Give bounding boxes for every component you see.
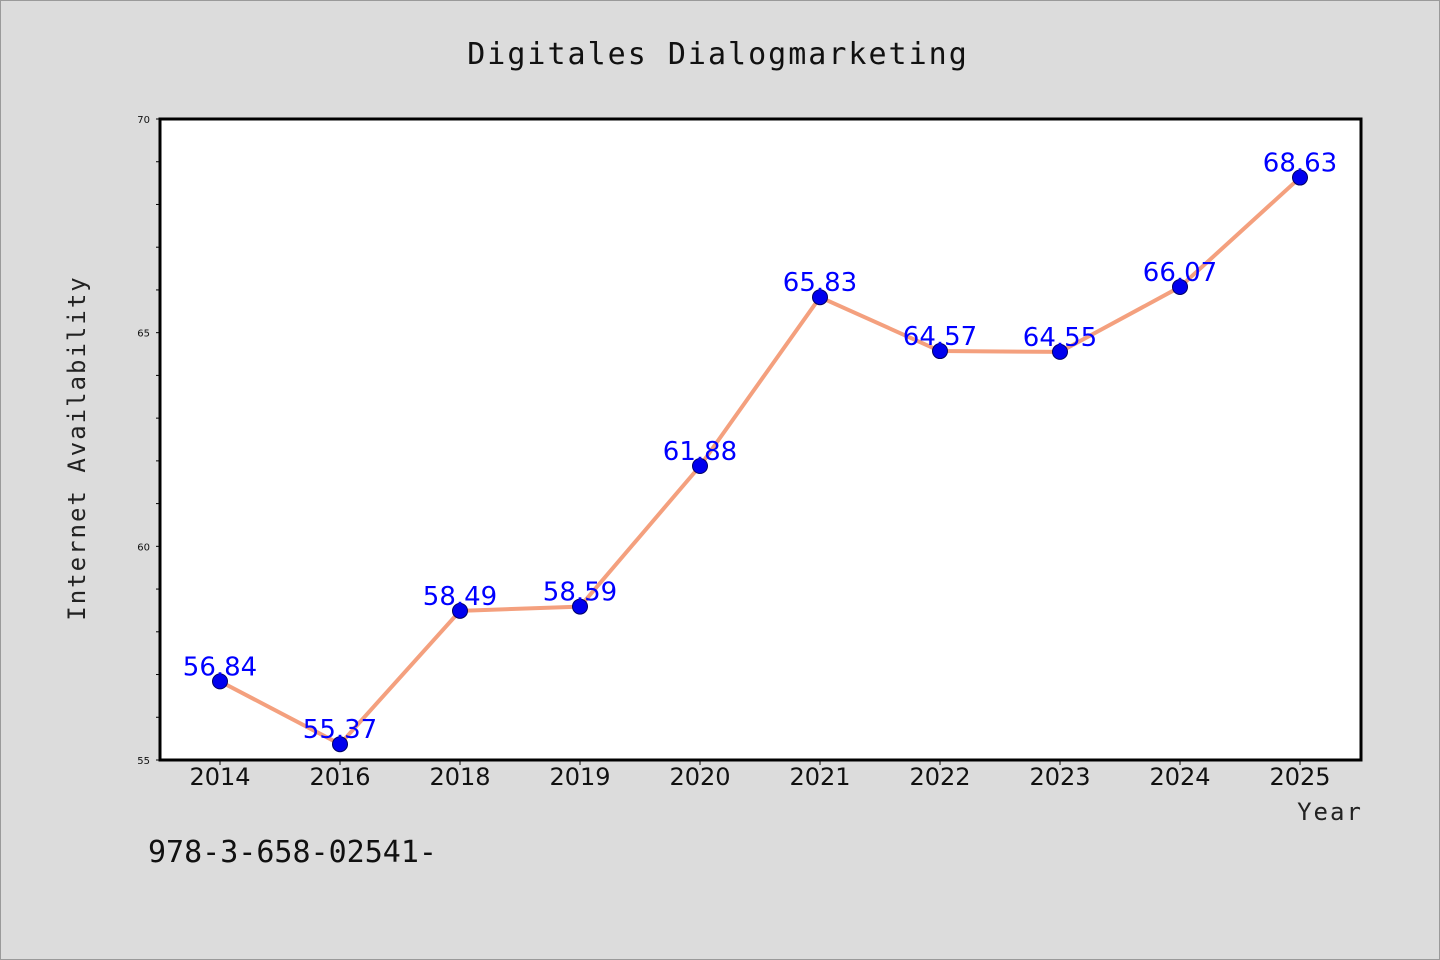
x-tick-label: 2024	[1149, 763, 1210, 791]
y-tick-label: 70	[137, 115, 150, 126]
x-tick-label: 2022	[909, 763, 970, 791]
data-point	[572, 598, 588, 615]
y-axis-label: Internet Availability	[63, 275, 91, 620]
data-label: 58.59	[543, 578, 617, 608]
x-tick-label: 2025	[1269, 763, 1330, 791]
data-point	[1172, 278, 1188, 295]
data-point	[332, 736, 348, 753]
x-axis-ticks: 2014 2016 2018 2019 2020 2021 2022 2023 2024 2025	[189, 760, 1331, 791]
data-markers	[212, 169, 1308, 753]
x-tick-label: 2014	[189, 763, 250, 791]
data-label: 68.63	[1263, 149, 1337, 179]
data-point	[812, 289, 828, 306]
data-label: 64.55	[1023, 323, 1097, 353]
y-axis-ticks: 55 60 65 70	[137, 115, 160, 767]
y-tick-label: 60	[137, 542, 150, 553]
data-point	[212, 673, 228, 690]
x-tick-label: 2016	[309, 763, 370, 791]
data-label: 55.37	[303, 715, 377, 745]
data-label: 58.49	[423, 582, 497, 612]
data-point	[452, 602, 468, 619]
data-label: 66.07	[1143, 258, 1217, 288]
plot-area	[158, 117, 1363, 762]
data-labels: 56.84 55.37 58.49 58.59 61.88 65.83 64.57 64.55…	[183, 149, 1337, 746]
data-point	[692, 457, 708, 474]
data-point	[932, 343, 948, 360]
data-point	[1292, 169, 1308, 186]
x-tick-label: 2021	[789, 763, 850, 791]
data-label: 65.83	[783, 268, 857, 298]
y-tick-label: 55	[137, 756, 150, 767]
y-tick-label: 65	[137, 329, 150, 340]
x-axis-label: Year	[1297, 798, 1363, 826]
data-label: 64.57	[903, 322, 977, 352]
data-point	[1052, 343, 1068, 360]
x-tick-label: 2023	[1029, 763, 1090, 791]
data-label: 56.84	[183, 652, 257, 682]
y-minor-ticks	[156, 161, 160, 718]
x-tick-label: 2020	[669, 763, 730, 791]
x-tick-label: 2019	[549, 763, 610, 791]
x-tick-label: 2018	[429, 763, 490, 791]
chart-title: Digitales Dialogmarketing	[467, 37, 969, 72]
series-line	[219, 176, 1302, 747]
data-label: 61.88	[663, 437, 737, 467]
footer-text: 978-3-658-02541-	[148, 835, 437, 870]
